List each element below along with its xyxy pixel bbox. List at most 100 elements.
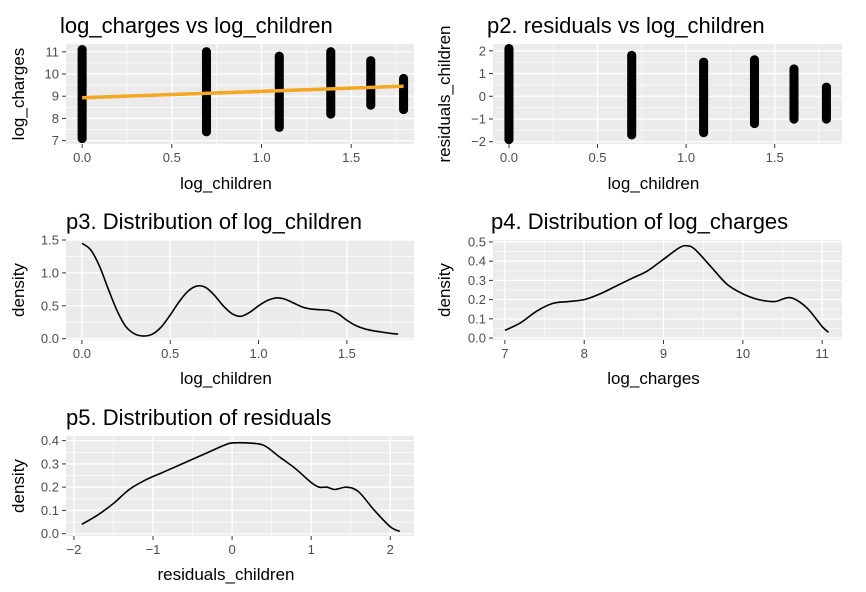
plot-title: p2. residuals vs log_children — [487, 13, 765, 38]
panel-background — [493, 44, 842, 144]
y-axis-label: density — [435, 263, 454, 317]
y-tick-label: 0.2 — [41, 480, 59, 495]
x-axis-label: log_children — [180, 369, 272, 388]
y-tick-label: −2 — [471, 134, 486, 149]
x-tick-label: 0.0 — [73, 150, 91, 165]
point-column — [274, 51, 284, 132]
y-tick-label: 7 — [52, 133, 59, 148]
y-tick-label: 0.4 — [468, 254, 486, 269]
data-point — [821, 82, 832, 92]
x-tick-label: 0.5 — [161, 346, 179, 361]
density-curve — [504, 244, 830, 333]
x-tick-label: −1 — [146, 542, 161, 557]
y-tick-label: 0.0 — [41, 331, 59, 346]
point-column — [749, 55, 760, 129]
y-tick-label: 1 — [479, 66, 486, 81]
x-tick-label: 8 — [581, 346, 588, 361]
x-tick-label: 0.0 — [73, 346, 91, 361]
x-tick-label: 1.0 — [252, 150, 270, 165]
point-column — [201, 47, 212, 137]
x-tick-label: 0 — [228, 542, 235, 557]
chart-p3: 0.0 0.5 1.0 1.5 0.0 0.5 1.0 1.5 p3. Distribution… — [9, 209, 414, 388]
x-axis-label: log_children — [180, 174, 272, 193]
plot-title: p5. Distribution of residuals — [66, 405, 331, 430]
data-point — [366, 56, 376, 66]
plot-title: p4. Distribution of log_charges — [491, 209, 788, 234]
y-axis-label: density — [9, 459, 28, 513]
data-point — [699, 57, 709, 67]
x-tick-label: 1.5 — [338, 346, 356, 361]
y-tick-label: 1.0 — [41, 265, 59, 280]
y-tick-label: 0 — [479, 89, 486, 104]
x-tick-label: 11 — [815, 346, 829, 361]
regression-line — [82, 84, 404, 100]
x-tick-label: 10 — [736, 346, 750, 361]
y-axis-label: residuals_children — [435, 25, 454, 162]
x-tick-label: 9 — [660, 346, 667, 361]
point-column — [821, 82, 832, 124]
y-tick-label: 0.2 — [468, 292, 486, 307]
data-point — [627, 50, 637, 60]
x-tick-label: 1 — [308, 542, 315, 557]
y-tick-label: 10 — [45, 67, 59, 82]
y-tick-label: 0.3 — [41, 456, 59, 471]
x-axis-label: residuals_children — [157, 565, 294, 584]
plot-title: p3. Distribution of log_children — [66, 209, 362, 234]
data-point — [77, 44, 87, 55]
point-column — [699, 57, 709, 138]
point-column — [789, 64, 799, 124]
x-tick-label: 1.0 — [677, 150, 695, 165]
data-point — [749, 55, 760, 65]
point-column — [366, 56, 376, 110]
x-tick-label: 1.5 — [342, 150, 360, 165]
chart-p2: 0.0 0.5 1.0 1.5 −2 −1 0 1 2p2. residuals vs log_… — [435, 13, 842, 193]
data-point — [274, 51, 284, 61]
y-tick-label: 0.5 — [468, 234, 486, 249]
y-tick-label: 0.0 — [468, 331, 486, 346]
chart-p5: −2 −1 0 1 2 0.0 0.1 0.2 0.3 0.4 p5. Distribution o… — [9, 405, 414, 584]
data-point — [789, 64, 799, 74]
y-tick-label: −1 — [471, 112, 486, 127]
density-curve — [81, 242, 399, 337]
data-point — [201, 47, 212, 57]
plot-title: log_charges vs log_children — [60, 13, 333, 38]
x-tick-label: 1.5 — [766, 150, 784, 165]
y-axis-label: density — [9, 263, 28, 317]
x-tick-label: 0.5 — [163, 150, 181, 165]
point-column — [326, 47, 336, 119]
point-column — [627, 50, 637, 140]
density-curve — [81, 441, 401, 533]
chart-p4: 7 8 9 10 11 0.0 0.1 0.2 0.3 0.4 0.5 p4. Distributio… — [435, 209, 842, 388]
point-column — [398, 73, 409, 115]
y-tick-label: 0.1 — [468, 311, 486, 326]
y-tick-label: 9 — [52, 89, 59, 104]
y-tick-label: 11 — [46, 44, 60, 59]
x-tick-label: −2 — [66, 542, 81, 557]
panel-background — [66, 436, 414, 536]
y-tick-label: 0.3 — [468, 273, 486, 288]
data-point — [326, 47, 336, 57]
y-tick-label: 0.4 — [41, 433, 59, 448]
x-axis-label: log_charges — [607, 369, 700, 388]
y-axis-label: log_charges — [9, 48, 28, 141]
x-tick-label: 2 — [387, 542, 394, 557]
panel-background — [66, 44, 414, 144]
point-column — [77, 44, 87, 144]
x-tick-label: 7 — [501, 346, 508, 361]
y-tick-label: 1.5 — [41, 233, 59, 248]
y-tick-label: 0.5 — [41, 298, 59, 313]
x-tick-label: 0.0 — [500, 150, 518, 165]
point-column — [504, 43, 514, 145]
x-tick-label: 0.5 — [588, 150, 606, 165]
y-tick-label: 0.1 — [41, 503, 59, 518]
data-point — [398, 73, 409, 84]
y-tick-label: 0.0 — [41, 526, 59, 541]
y-tick-label: 2 — [479, 43, 486, 58]
data-point — [504, 43, 514, 54]
x-axis-label: log_children — [608, 174, 700, 193]
panel-background — [66, 240, 414, 340]
x-tick-label: 1.0 — [250, 346, 268, 361]
y-tick-label: 8 — [52, 111, 59, 126]
